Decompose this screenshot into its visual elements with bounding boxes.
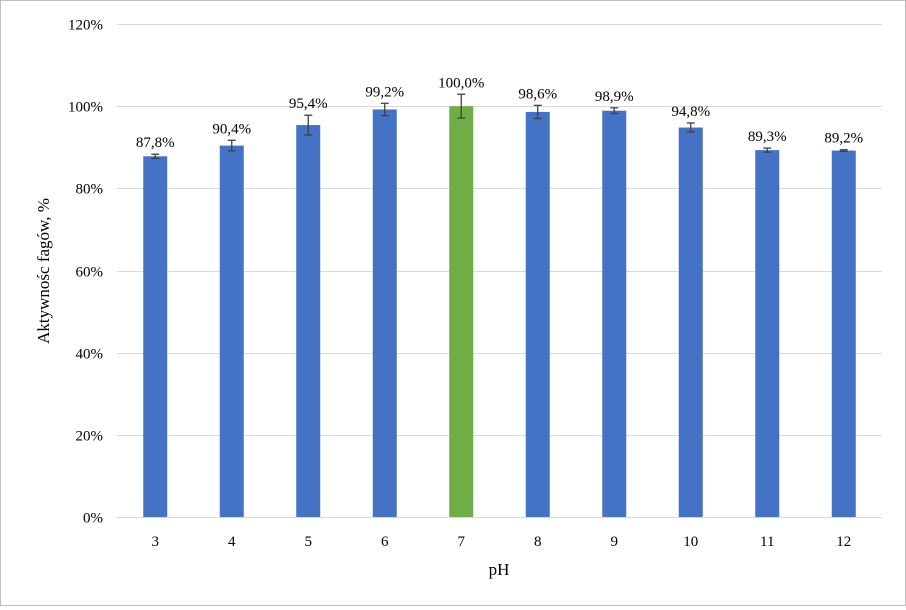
bar-ph-7: [449, 106, 474, 518]
x-tick-label: 3: [152, 534, 160, 550]
y-axis-title: Aktywnośc fagów, %: [34, 198, 53, 344]
data-label-ph-7: 100,0%: [438, 75, 484, 91]
data-label-ph-10: 94,8%: [671, 104, 710, 120]
error-bars: [151, 93, 848, 159]
data-label-ph-9: 98,9%: [595, 89, 634, 105]
x-tick-label: 7: [458, 534, 466, 550]
data-label-ph-8: 98,6%: [518, 86, 557, 102]
bar-ph-6: [372, 109, 397, 517]
x-tick-label: 12: [836, 534, 851, 550]
y-tick-label: 0%: [83, 511, 103, 527]
bar-ph-3: [143, 156, 168, 517]
y-tick-label: 20%: [76, 429, 104, 445]
bar-ph-4: [219, 145, 244, 517]
error-bar-ph-4: [227, 139, 236, 152]
error-bar-ph-3: [151, 153, 160, 159]
error-bar-ph-6: [380, 102, 389, 117]
error-bar-ph-11: [763, 147, 772, 153]
x-tick-label: 10: [683, 534, 698, 550]
error-bar-ph-7: [457, 93, 466, 119]
bar-ph-12: [831, 150, 856, 517]
data-label-ph-12: 89,2%: [824, 131, 863, 147]
gridlines: [117, 24, 882, 518]
y-tick-label: 40%: [76, 347, 104, 363]
bar-ph-8: [525, 111, 550, 517]
data-label-ph-4: 90,4%: [212, 121, 251, 137]
error-bar-ph-8: [533, 104, 542, 120]
x-tick-label: 8: [534, 534, 542, 550]
error-bar-ph-9: [610, 107, 619, 115]
x-tick-label: 4: [228, 534, 236, 550]
error-bar-ph-12: [839, 149, 848, 153]
error-bar-ph-10: [686, 122, 695, 133]
x-tick-label: 6: [381, 534, 389, 550]
x-axis-ticks: 3 4 5 6 7 8 9 10 11 12: [152, 534, 852, 550]
error-bar-ph-5: [304, 114, 313, 136]
bar-ph-11: [755, 150, 780, 517]
y-tick-label: 80%: [76, 182, 104, 198]
y-tick-label: 120%: [68, 18, 103, 34]
y-tick-label: 100%: [68, 100, 103, 116]
x-tick-label: 9: [611, 534, 619, 550]
bar-ph-10: [678, 127, 703, 517]
y-tick-label: 60%: [76, 265, 104, 281]
x-tick-label: 11: [760, 534, 774, 550]
bar-ph-5: [296, 125, 321, 517]
data-label-ph-5: 95,4%: [289, 96, 328, 112]
bar-ph-9: [602, 110, 627, 517]
y-axis-ticks: 0% 20% 40% 60% 80% 100% 120%: [68, 18, 103, 527]
data-labels: 87,8% 90,4% 95,4% 99,2% 100,0% 98,6% 98,9% 94,8…: [136, 75, 863, 151]
x-tick-label: 5: [305, 534, 313, 550]
data-label-ph-3: 87,8%: [136, 135, 175, 151]
x-axis-title: pH: [489, 560, 510, 579]
bars: [143, 106, 856, 518]
data-label-ph-11: 89,3%: [748, 129, 787, 145]
data-label-ph-6: 99,2%: [365, 84, 404, 100]
